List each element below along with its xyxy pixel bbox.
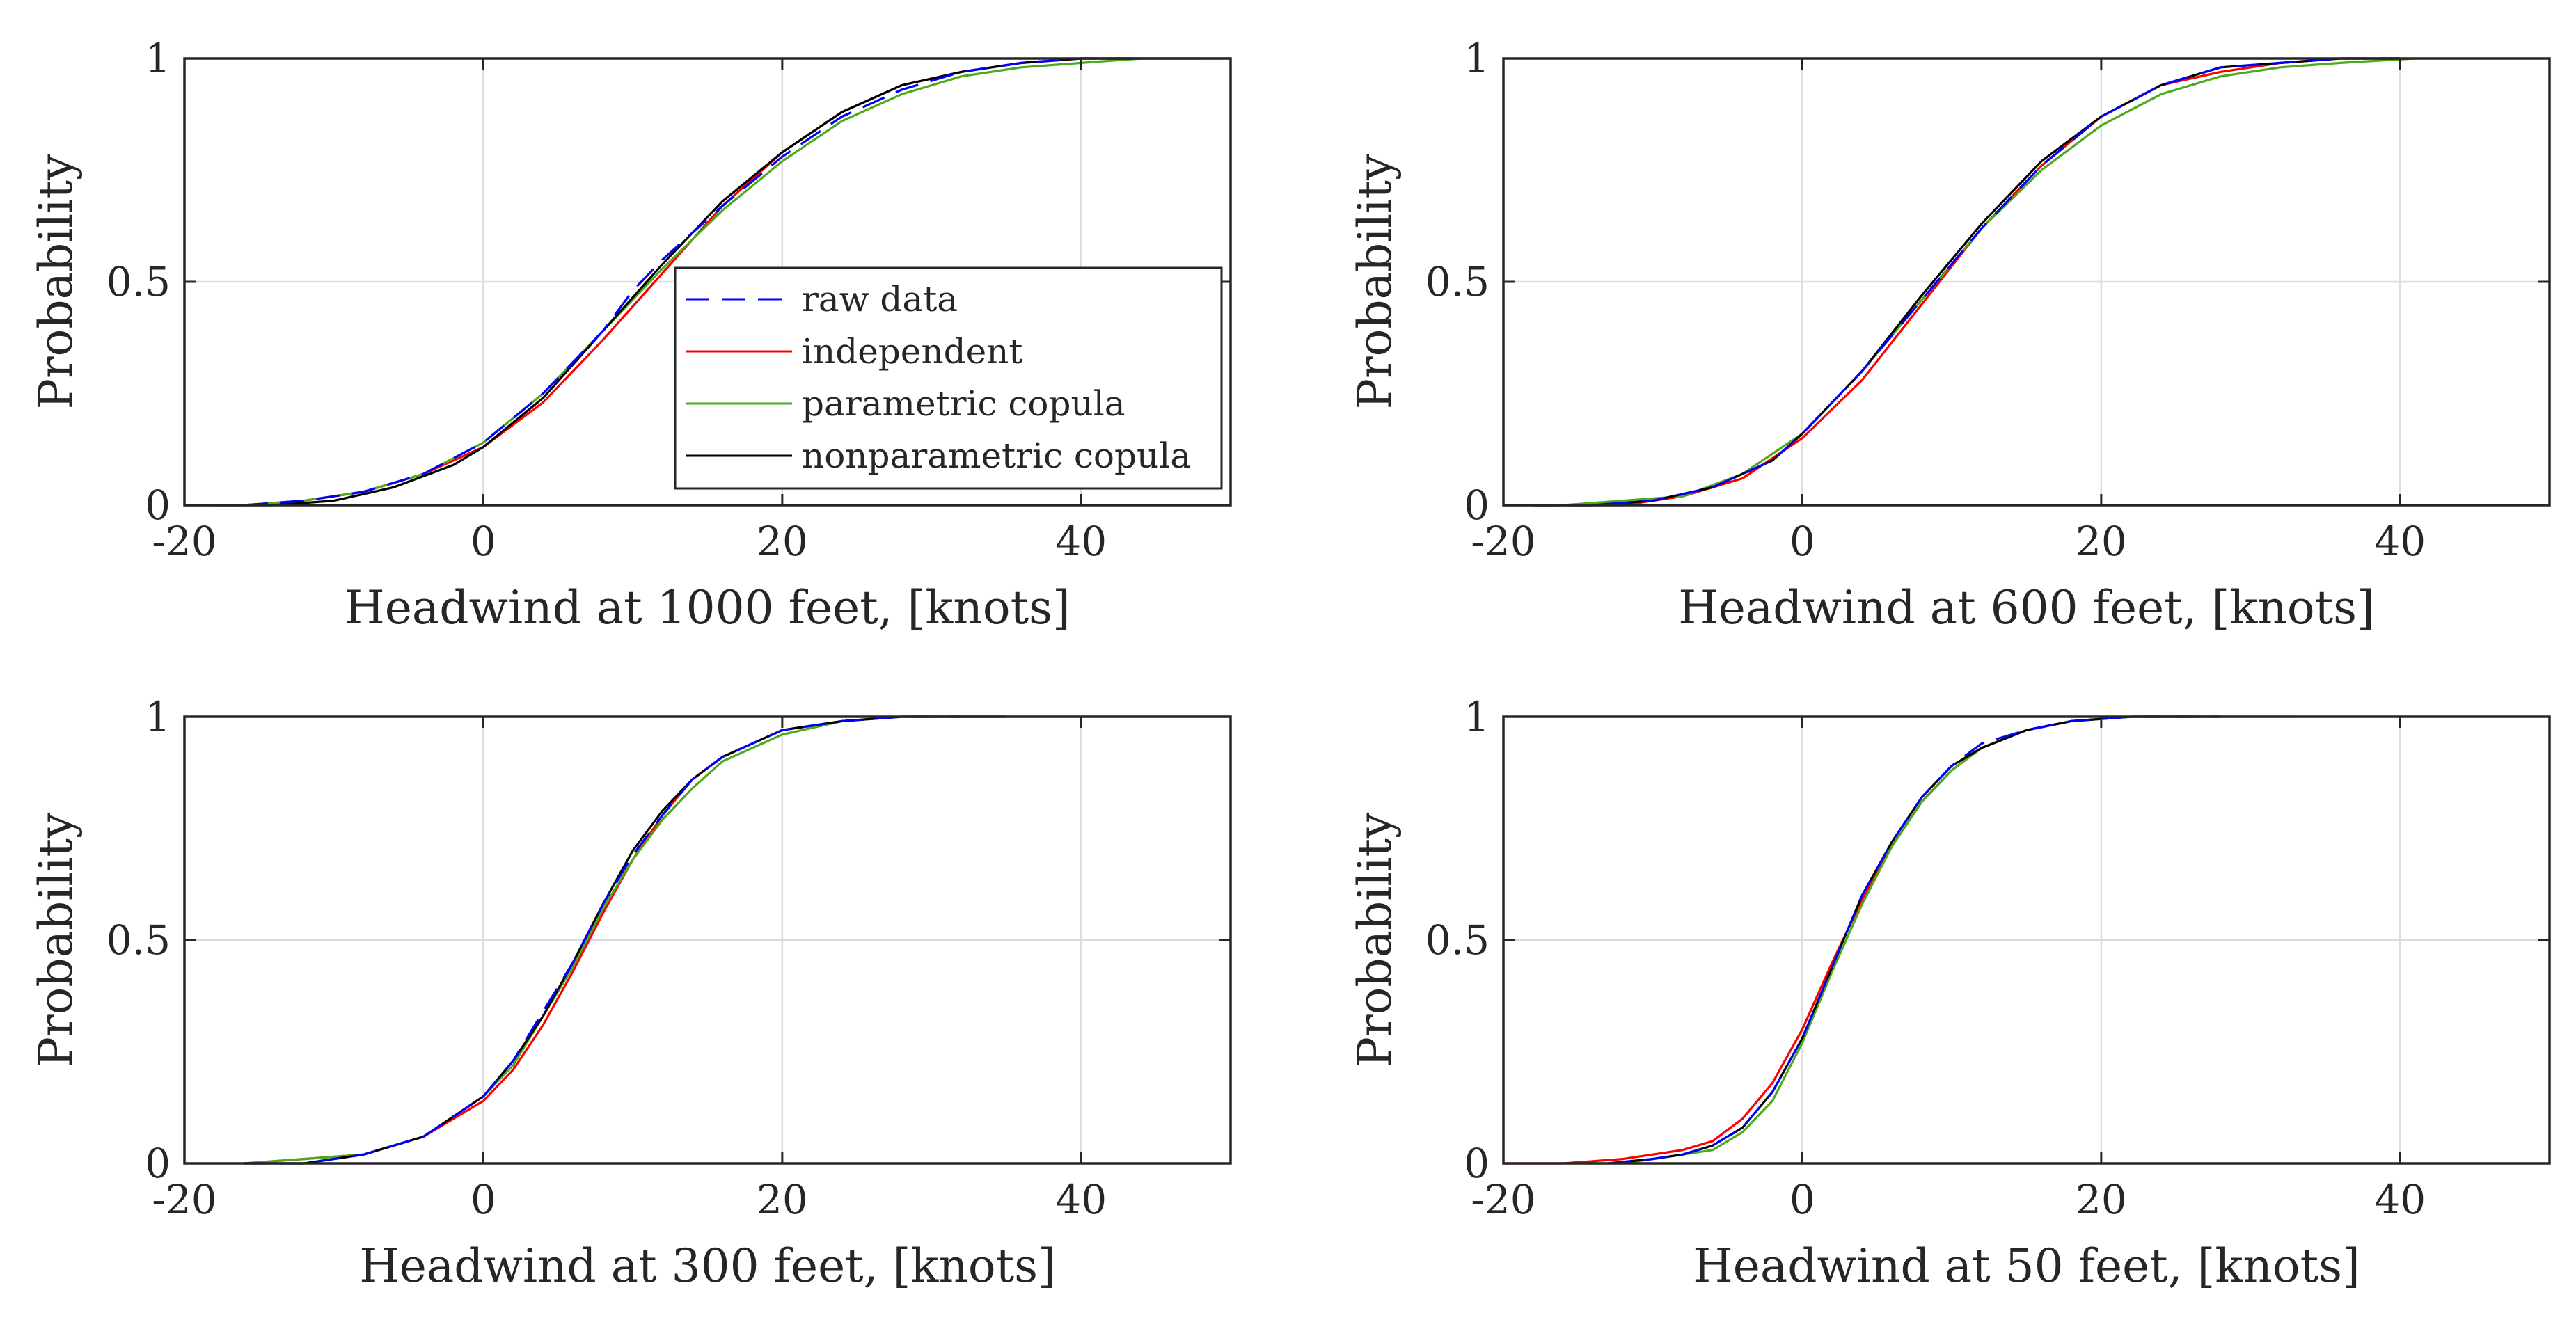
- y-axis-label: Probability: [29, 812, 83, 1067]
- series-line-raw-data: [1533, 57, 2401, 507]
- y-tick-label: 1: [1464, 35, 1490, 82]
- series-group: [1503, 57, 2415, 507]
- series-group: [1503, 715, 2296, 1165]
- x-tick-label: 20: [757, 1176, 808, 1223]
- y-tick-label: 0: [145, 1140, 171, 1187]
- x-tick-label: 0: [1789, 1176, 1815, 1223]
- x-axis-label: Headwind at 300 feet, [knots]: [359, 1239, 1056, 1293]
- x-tick-label: 40: [2374, 1176, 2426, 1223]
- legend-label-independent: independent: [802, 331, 1022, 372]
- y-tick-label: 0: [1464, 482, 1490, 529]
- legend-label-raw-data: raw data: [802, 279, 958, 319]
- x-tick-label: 40: [1055, 1176, 1107, 1223]
- x-tick-label: 20: [2076, 1176, 2127, 1223]
- x-tick-label: -20: [152, 1176, 216, 1223]
- y-tick-label: 0.5: [1425, 916, 1490, 964]
- y-tick-label: 0.5: [106, 258, 171, 305]
- x-tick-label: 0: [471, 518, 496, 565]
- x-axis-label: Headwind at 50 feet, [knots]: [1693, 1239, 2360, 1293]
- x-tick-label: -20: [1471, 1176, 1535, 1223]
- y-tick-label: 1: [1464, 693, 1490, 740]
- x-axis-label: Headwind at 600 feet, [knots]: [1678, 581, 2375, 635]
- y-axis-label: Probability: [1348, 812, 1402, 1067]
- series-line-raw-data: [244, 715, 962, 1165]
- series-group: [184, 57, 1231, 507]
- series-line-raw-data: [244, 57, 1141, 507]
- x-tick-label: 40: [2374, 518, 2426, 565]
- x-tick-label: 0: [471, 1176, 496, 1223]
- legend-box: [674, 266, 1223, 490]
- x-tick-label: 0: [1789, 518, 1815, 565]
- x-tick-label: 40: [1055, 518, 1107, 565]
- x-tick-label: -20: [152, 518, 216, 565]
- y-tick-label: 0: [145, 482, 171, 529]
- legend: raw data independent parametric copula n…: [674, 266, 1223, 490]
- series-line-raw-data: [1608, 715, 2221, 1165]
- y-tick-label: 0.5: [106, 916, 171, 964]
- legend-label-nonparametric-copula: nonparametric copula: [802, 436, 1191, 476]
- x-tick-label: 20: [2076, 518, 2127, 565]
- y-axis-label: Probability: [29, 154, 83, 409]
- y-tick-label: 0: [1464, 1140, 1490, 1187]
- legend-label-parametric-copula: parametric copula: [802, 383, 1125, 424]
- x-tick-label: 20: [757, 518, 808, 565]
- x-tick-label: -20: [1471, 518, 1535, 565]
- x-axis-label: Headwind at 1000 feet, [knots]: [345, 581, 1070, 635]
- y-tick-label: 0.5: [1425, 258, 1490, 305]
- y-tick-label: 1: [145, 35, 171, 82]
- y-tick-label: 1: [145, 693, 171, 740]
- y-axis-label: Probability: [1348, 154, 1402, 409]
